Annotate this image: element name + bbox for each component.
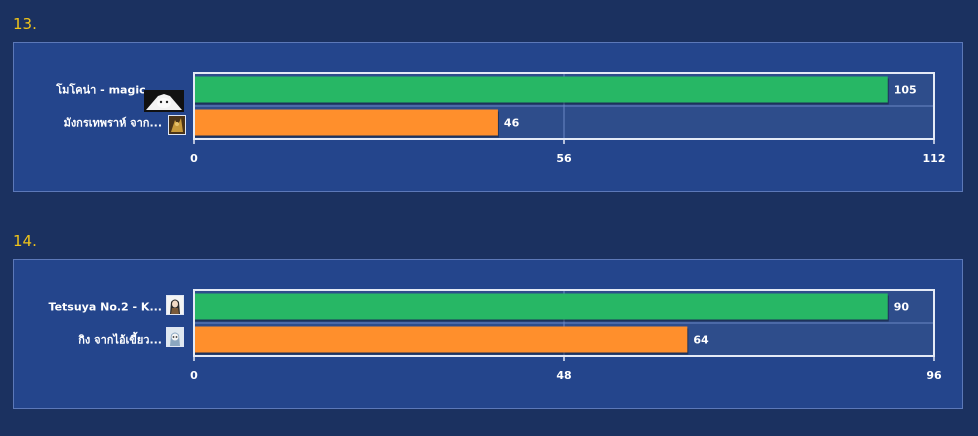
bar-value-label: 105 — [894, 84, 917, 97]
avatar-king-icon — [166, 327, 184, 347]
bar-chart-13: 105 โมโคน่า - magic ... 46 มังกรเทพราห์ จาก… — [55, 72, 946, 165]
chart-panel-13: 105 โมโคน่า - magic ... 46 มังกรเทพราห์ จาก… — [13, 42, 963, 192]
tick-label: 56 — [556, 152, 572, 165]
section-number-13: 13. — [13, 15, 37, 33]
bar-value-label: 46 — [504, 117, 520, 130]
category-label: มังกรเทพราห์ จาก... — [64, 117, 162, 130]
bar — [194, 326, 688, 353]
bar-value-label: 90 — [894, 301, 910, 314]
tick-label: 96 — [926, 369, 942, 382]
avatar-mokona-icon — [144, 90, 184, 112]
category-label: กิง จากไอ้เขี้ยว... — [78, 332, 162, 347]
category-label: Tetsuya No.2 - K... — [49, 301, 162, 314]
tick-label: 0 — [190, 369, 198, 382]
avatar-dragon-icon — [168, 115, 186, 135]
bar-chart-14: 90 Tetsuya No.2 - K... 64 กิง จากไอ้เขี้ยว.… — [49, 289, 942, 382]
bar — [194, 76, 888, 103]
section-number-14: 14. — [13, 232, 37, 250]
tick-label: 48 — [556, 369, 571, 382]
bar — [194, 293, 888, 320]
chart-panel-14: 90 Tetsuya No.2 - K... 64 กิง จากไอ้เขี้ยว.… — [13, 259, 963, 409]
tick-label: 112 — [923, 152, 946, 165]
category-label: โมโคน่า - magic ... — [55, 83, 162, 97]
bar-value-label: 64 — [693, 334, 709, 347]
avatar-tetsuya-icon — [166, 295, 184, 315]
tick-label: 0 — [190, 152, 198, 165]
bar — [194, 109, 498, 136]
